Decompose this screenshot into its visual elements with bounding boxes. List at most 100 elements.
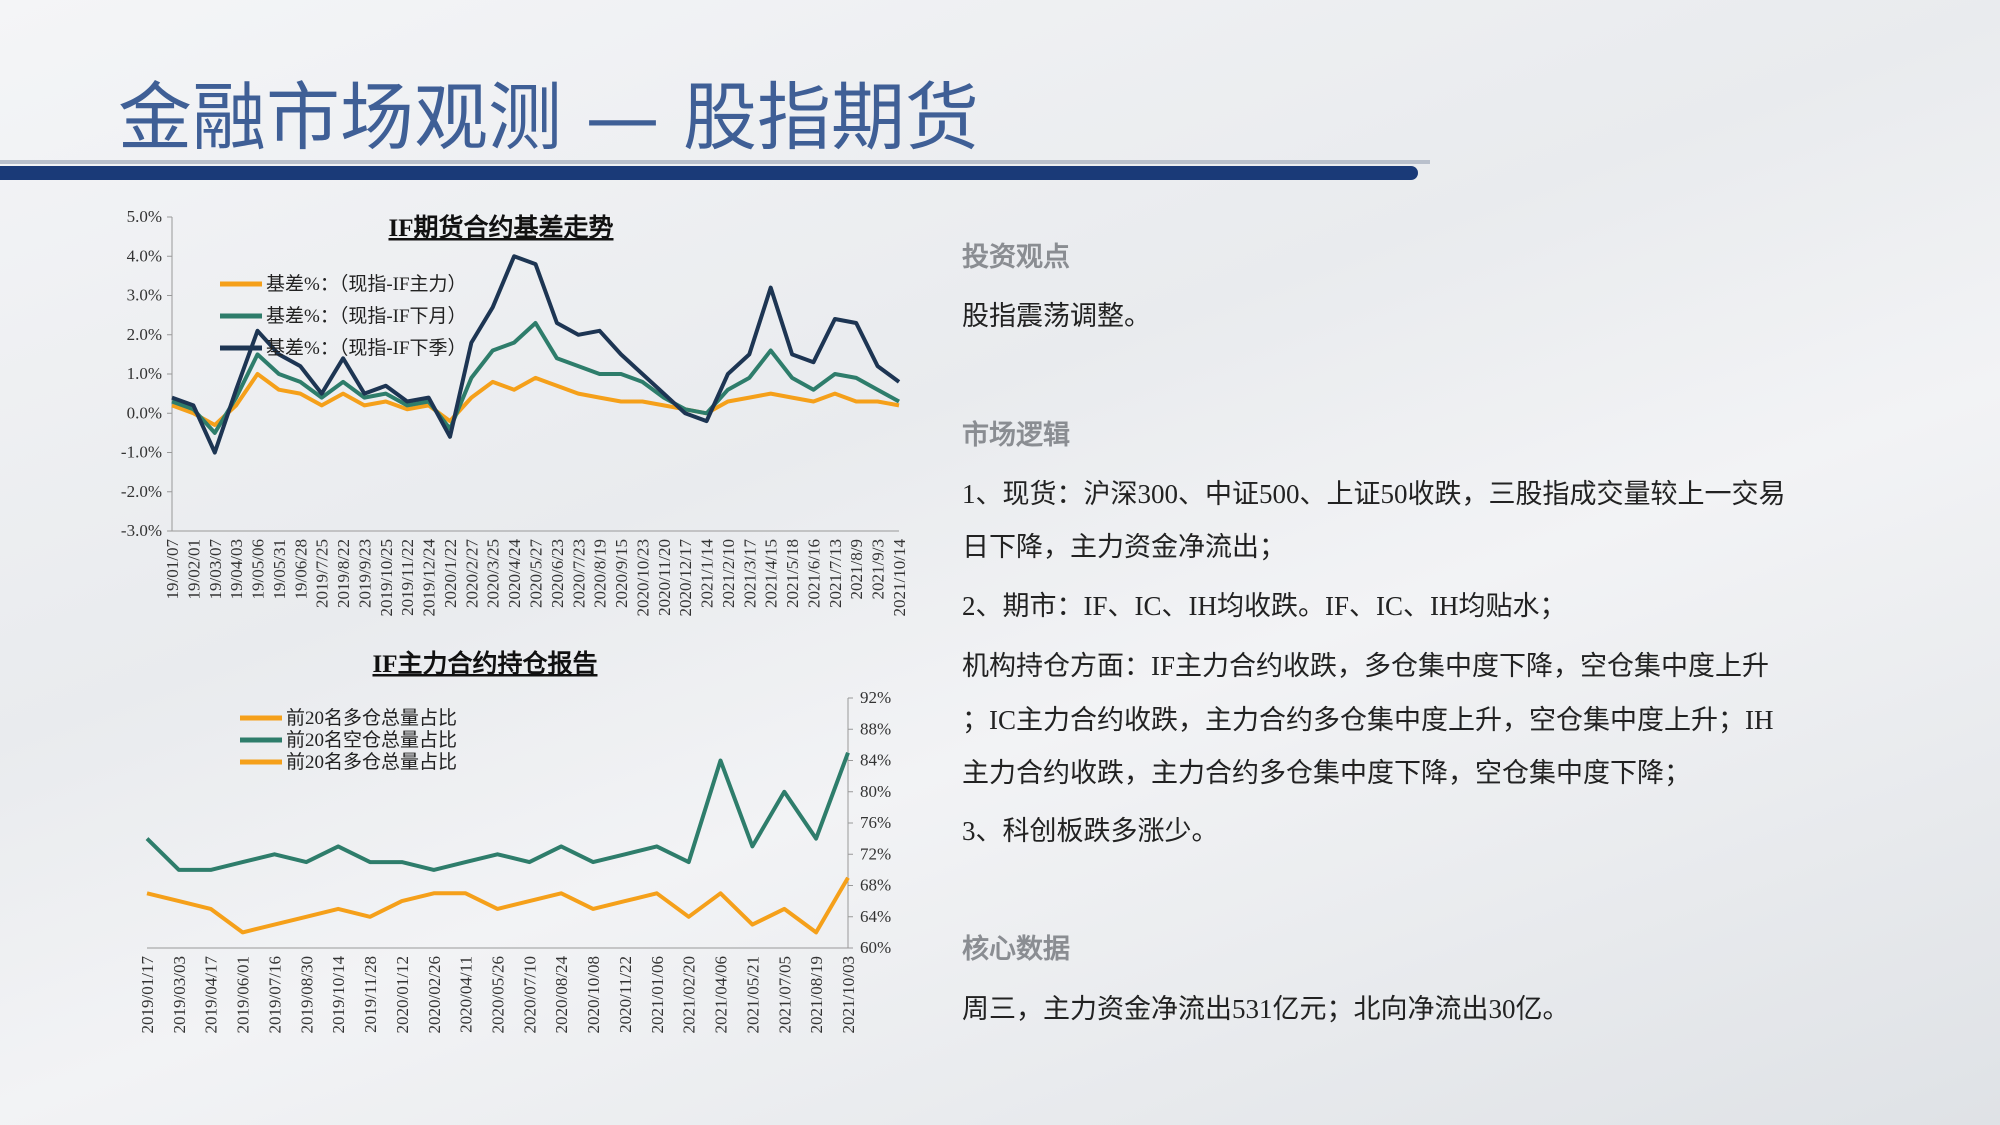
x-tick-label: 2021/2/10	[719, 539, 738, 608]
x-tick-label: 2021/08/19	[807, 956, 826, 1033]
y-tick-label: 60%	[860, 938, 891, 957]
x-tick-label: 19/03/07	[206, 539, 225, 600]
body-text: 股指震荡调整。	[962, 301, 1151, 331]
x-tick-label: 2021/01/06	[648, 956, 667, 1033]
x-tick-label: 2020/1/22	[441, 539, 460, 608]
x-tick-label: 19/04/03	[227, 539, 246, 599]
legend-label: 基差%：（现指-IF主力）	[266, 273, 467, 295]
y-tick-label: 80%	[860, 782, 891, 801]
legend-label: 前20名多仓总量占比	[286, 707, 457, 729]
legend-label: 前20名空仓总量占比	[286, 729, 457, 751]
body-text: 1、现货：沪深300、中证500、上证50收跌，三股指成交量较上一交易	[962, 479, 1786, 509]
x-tick-label: 2020/12/17	[676, 539, 695, 617]
x-tick-label: 2021/5/18	[783, 539, 802, 608]
section-heading: 核心数据	[962, 934, 1070, 964]
x-tick-label: 2020/01/12	[393, 956, 412, 1033]
x-tick-label: 19/06/28	[291, 539, 310, 599]
body-text: 3、科创板跌多涨少。	[962, 816, 1219, 846]
x-tick-label: 2020/11/22	[616, 956, 635, 1033]
y-tick-label: -2.0%	[121, 482, 162, 501]
body-text: 主力合约收跌，主力合约多仓集中度下降，空仓集中度下降；	[962, 758, 1691, 788]
x-tick-label: 2019/11/22	[398, 539, 417, 616]
y-tick-label: 5.0%	[127, 207, 162, 226]
x-tick-label: 2019/9/23	[355, 539, 374, 608]
x-tick-label: 2021/04/06	[712, 956, 731, 1033]
section-heading: 投资观点	[962, 242, 1070, 272]
x-tick-label: 2020/6/23	[548, 539, 567, 608]
body-text: 机构持仓方面：IF主力合约收跌，多仓集中度下降，空仓集中度上升	[962, 651, 1770, 681]
legend-label: 基差%：（现指-IF下季）	[266, 337, 467, 359]
x-tick-label: 2021/10/14	[890, 539, 909, 617]
y-tick-label: 64%	[860, 907, 891, 926]
x-tick-label: 19/02/01	[184, 539, 203, 599]
body-text: 日下降，主力资金净流出；	[962, 532, 1286, 562]
x-tick-label: 19/05/31	[270, 539, 289, 599]
x-tick-label: 2021/02/20	[680, 956, 699, 1033]
x-tick-label: 2020/8/19	[591, 539, 610, 608]
body-text: ；IC主力合约收跌，主力合约多仓集中度上升，空仓集中度上升；IH	[962, 705, 1774, 735]
y-tick-label: 88%	[860, 719, 891, 738]
y-tick-label: -1.0%	[121, 443, 162, 462]
x-tick-label: 2021/8/9	[847, 539, 866, 599]
x-tick-label: 2021/7/13	[826, 539, 845, 608]
x-tick-label: 2020/08/24	[552, 956, 571, 1034]
x-tick-label: 2019/7/25	[313, 539, 332, 608]
x-tick-label: 2021/1/14	[698, 539, 717, 608]
slide-title: 金融市场观测 — 股指期货	[118, 75, 980, 161]
x-tick-label: 2020/05/26	[489, 956, 508, 1033]
x-tick-label: 2020/04/11	[457, 956, 476, 1033]
chart-title: IF期货合约基差走势	[388, 213, 613, 242]
x-tick-label: 2019/8/22	[334, 539, 353, 608]
x-tick-label: 2021/3/17	[740, 539, 759, 608]
x-tick-label: 2020/3/25	[484, 539, 503, 608]
series-line	[146, 876, 850, 935]
x-tick-label: 2019/06/01	[234, 956, 253, 1033]
x-tick-label: 2020/10/08	[584, 956, 603, 1033]
x-tick-label: 19/05/06	[249, 539, 268, 599]
y-tick-label: 3.0%	[127, 286, 162, 305]
y-tick-label: 72%	[860, 844, 891, 863]
y-tick-label: -3.0%	[121, 521, 162, 540]
x-tick-label: 2020/9/15	[612, 539, 631, 608]
header-rule	[0, 160, 1430, 164]
y-tick-label: 84%	[860, 751, 891, 770]
x-tick-label: 2019/07/16	[265, 956, 284, 1033]
y-tick-label: 76%	[860, 813, 891, 832]
x-tick-label: 2019/04/17	[202, 956, 221, 1034]
x-tick-label: 2020/5/27	[527, 539, 546, 608]
x-tick-label: 19/01/07	[163, 539, 182, 600]
chart-title: IF主力合约持仓报告	[372, 649, 597, 678]
series-line	[171, 254, 901, 455]
legend-label: 基差%：（现指-IF下月）	[266, 305, 467, 327]
series-line	[171, 372, 900, 427]
body-text: 2、期市：IF、IC、IH均收跌。IF、IC、IH均贴水；	[962, 591, 1567, 621]
x-tick-label: 2019/11/28	[361, 956, 380, 1033]
x-tick-label: 2020/11/20	[655, 539, 674, 616]
section-heading: 市场逻辑	[962, 420, 1070, 450]
x-tick-label: 2019/01/17	[138, 956, 157, 1034]
x-tick-label: 2021/4/15	[762, 539, 781, 608]
x-tick-label: 2019/12/24	[420, 539, 439, 617]
x-tick-label: 2021/9/3	[869, 539, 888, 599]
x-tick-label: 2019/10/25	[377, 539, 396, 616]
y-tick-label: 68%	[860, 876, 891, 895]
legend-label: 前20名多仓总量占比	[286, 751, 457, 773]
x-tick-label: 2020/02/26	[425, 956, 444, 1033]
x-tick-label: 2020/07/10	[520, 956, 539, 1033]
x-tick-label: 2021/05/21	[743, 956, 762, 1033]
x-tick-label: 2020/2/27	[462, 539, 481, 608]
y-tick-label: 4.0%	[127, 246, 162, 265]
y-tick-label: 92%	[860, 688, 891, 707]
y-tick-label: 2.0%	[127, 325, 162, 344]
x-tick-label: 2019/08/30	[297, 956, 316, 1033]
series-line	[145, 752, 850, 872]
series-line	[171, 321, 900, 435]
x-tick-label: 2019/10/14	[329, 956, 348, 1034]
x-tick-label: 2020/4/24	[505, 539, 524, 608]
y-tick-label: 0.0%	[127, 403, 162, 422]
x-tick-label: 2020/7/23	[569, 539, 588, 608]
header-bar	[0, 166, 1418, 180]
x-tick-label: 2020/10/23	[633, 539, 652, 616]
